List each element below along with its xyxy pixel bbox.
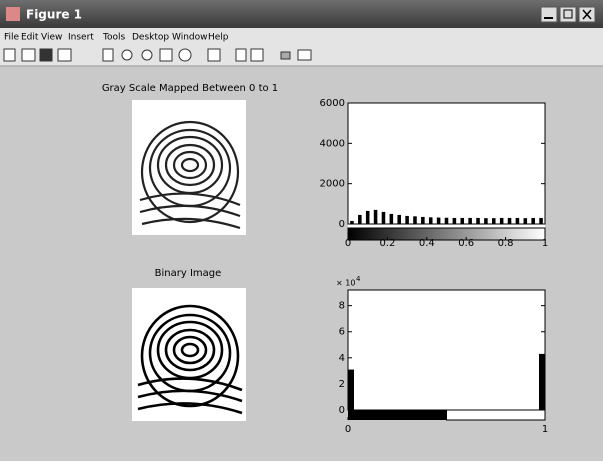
bar (468, 218, 472, 224)
menu-item[interactable]: Window (172, 33, 208, 43)
bar (397, 215, 401, 224)
y-tick-label: 0 (339, 219, 345, 230)
maximize-button[interactable] (560, 7, 576, 22)
bar (421, 217, 425, 224)
bar (508, 218, 512, 224)
tool-colorbar[interactable] (236, 49, 246, 61)
bar (484, 218, 488, 224)
tool-zoom-in[interactable] (122, 50, 132, 60)
y-tick-label: 6000 (320, 98, 345, 109)
tool-zoom-out[interactable] (142, 50, 152, 60)
tool-print[interactable] (58, 49, 71, 61)
y-tick-label: 4000 (320, 138, 345, 149)
grayscale-image (132, 100, 246, 235)
x-tick-label: 0.8 (498, 238, 514, 249)
menu-item[interactable]: Desktop (132, 33, 169, 43)
y-tick-label: 2 (339, 379, 345, 390)
x-tick-label: 0 (345, 424, 351, 435)
bar (366, 211, 370, 224)
bar (374, 210, 378, 224)
bar (539, 218, 543, 224)
bar (437, 218, 441, 224)
y-multiplier-exponent: 4 (356, 275, 361, 283)
y-tick-label: 8 (339, 301, 345, 312)
menu-item[interactable]: File (4, 33, 20, 43)
minimize-button[interactable] (541, 7, 557, 22)
tool-rotate[interactable] (179, 49, 191, 61)
y-tick-label: 2000 (320, 179, 345, 190)
app-icon (6, 7, 20, 21)
bar (453, 218, 457, 224)
y-tick-label: 0 (339, 405, 345, 416)
x-tick-label: 1 (542, 424, 548, 435)
bar (460, 218, 464, 224)
title-bar (0, 0, 603, 28)
menu-item[interactable]: Help (208, 33, 229, 43)
x-tick-label: 0.4 (419, 238, 435, 249)
binary-image (132, 288, 246, 421)
bar (413, 216, 417, 224)
bar (390, 214, 394, 224)
menu-item[interactable]: View (41, 33, 62, 43)
bar (476, 218, 480, 224)
bar (382, 212, 386, 224)
window: Figure 1 FileEditView Insert Tools DesktopW… (0, 0, 603, 461)
tool-datacursor[interactable] (208, 49, 220, 61)
bar (405, 216, 409, 224)
image-title: Binary Image (155, 268, 222, 279)
window-buttons (541, 7, 595, 22)
tool-open[interactable] (22, 49, 35, 61)
tool-new[interactable] (4, 49, 15, 61)
y-multiplier: × 10 (336, 279, 355, 288)
bar (492, 218, 496, 224)
image-title: Gray Scale Mapped Between 0 to 1 (102, 83, 278, 94)
tool-legend[interactable] (251, 49, 263, 61)
y-tick-label: 4 (339, 353, 345, 364)
bar (516, 218, 520, 224)
tool-select[interactable] (103, 49, 113, 61)
bar (429, 217, 433, 224)
page: Figure 1 FileEditView Insert Tools DesktopW… (0, 0, 603, 465)
tool-save[interactable] (40, 49, 52, 61)
colorbar (348, 228, 545, 240)
x-tick-label: 0.6 (458, 238, 474, 249)
tool-show[interactable] (298, 50, 311, 60)
tool-pan[interactable] (160, 49, 172, 61)
menu-item[interactable]: Edit (21, 33, 39, 43)
menu-item[interactable]: Tools (102, 33, 125, 43)
colorbar-high (447, 410, 546, 420)
bar (524, 218, 528, 224)
colorbar-low (348, 410, 447, 420)
bar (445, 218, 449, 224)
x-tick-label: 1 (542, 238, 548, 249)
window-title: Figure 1 (26, 8, 82, 22)
menu-item[interactable]: Insert (68, 33, 94, 43)
x-tick-label: 0 (345, 238, 351, 249)
x-tick-label: 0.2 (379, 238, 395, 249)
bar (531, 218, 535, 224)
tool-hide[interactable] (281, 52, 290, 59)
y-tick-label: 6 (339, 327, 345, 338)
bar (358, 215, 362, 224)
bar (500, 218, 504, 224)
axes-background (348, 290, 545, 420)
